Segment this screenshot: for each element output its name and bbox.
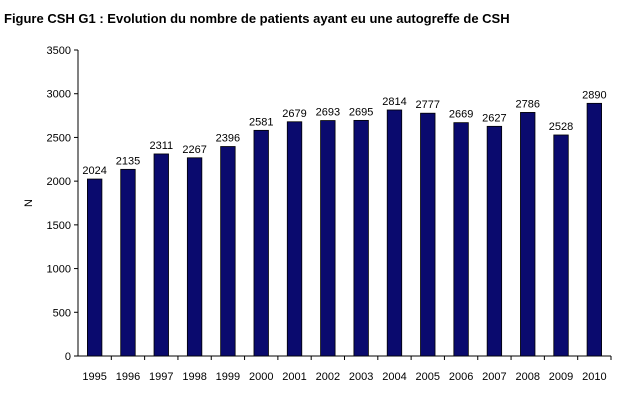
x-tick-label: 1995 [82, 371, 106, 383]
x-tick-label: 1998 [182, 371, 206, 383]
bar [386, 109, 403, 357]
data-label: 2311 [149, 140, 173, 152]
bar [120, 168, 136, 357]
data-label: 2890 [582, 89, 606, 101]
data-label: 2669 [449, 109, 473, 121]
x-tick-label: 1997 [149, 371, 173, 383]
bar [553, 134, 569, 357]
y-tick-label: 1000 [47, 264, 71, 276]
bar [320, 120, 336, 357]
x-tick-label: 1996 [116, 371, 140, 383]
y-tick-label: 3000 [47, 89, 71, 101]
x-tick-label: 2001 [282, 371, 306, 383]
y-tick-label: 1500 [47, 220, 71, 232]
data-label: 2528 [549, 121, 573, 133]
data-label: 2267 [182, 144, 206, 156]
data-label: 2814 [382, 96, 406, 108]
x-axis: 1995 1996 1997 1998 1999 2000 2001 2002 2003 2004… [78, 355, 612, 383]
data-label: 2024 [82, 165, 106, 177]
y-axis-label: N [23, 199, 35, 207]
y-tick-label: 2500 [47, 132, 71, 144]
y-tick-label: 500 [53, 307, 71, 319]
bar [453, 122, 469, 357]
bar [87, 178, 103, 357]
bar [486, 125, 503, 357]
bar [520, 112, 536, 357]
x-tick-label: 2007 [482, 371, 506, 383]
bar [586, 102, 602, 357]
bar [353, 119, 369, 357]
data-label: 2693 [316, 107, 340, 119]
bar [186, 157, 203, 357]
data-label: 2695 [349, 106, 373, 118]
data-label: 2396 [216, 133, 240, 145]
x-tick-label: 2008 [515, 371, 539, 383]
y-tick-label: 2000 [47, 176, 71, 188]
x-tick-label: 2003 [349, 371, 373, 383]
bar [153, 153, 169, 357]
x-tick-label: 2010 [582, 371, 606, 383]
bar [420, 112, 436, 357]
y-tick-label: 3500 [47, 45, 71, 57]
y-axis: 0 500 1000 1500 2000 2500 3000 3500 [47, 45, 79, 363]
data-label: 2135 [116, 155, 140, 167]
x-tick-label: 2005 [416, 371, 440, 383]
data-label: 2777 [416, 99, 440, 111]
x-tick-label: 2004 [382, 371, 406, 383]
x-tick-label: 1999 [216, 371, 240, 383]
chart-title: Figure CSH G1 : Evolution du nombre de p… [4, 11, 510, 26]
data-label: 2679 [282, 108, 306, 120]
data-label: 2627 [482, 112, 506, 124]
x-tick-label: 2002 [316, 371, 340, 383]
data-labels: 2024 2135 2311 2267 2396 2581 2679 2693 2695 2814… [82, 89, 606, 177]
x-tick-label: 2009 [549, 371, 573, 383]
bar [253, 129, 269, 357]
data-label: 2786 [515, 98, 539, 110]
y-tick-label: 0 [65, 351, 71, 363]
x-tick-label: 2000 [249, 371, 273, 383]
bars [87, 102, 602, 357]
bar [220, 146, 236, 357]
bar [286, 121, 303, 357]
data-label: 2581 [249, 116, 273, 128]
x-tick-label: 2006 [449, 371, 473, 383]
